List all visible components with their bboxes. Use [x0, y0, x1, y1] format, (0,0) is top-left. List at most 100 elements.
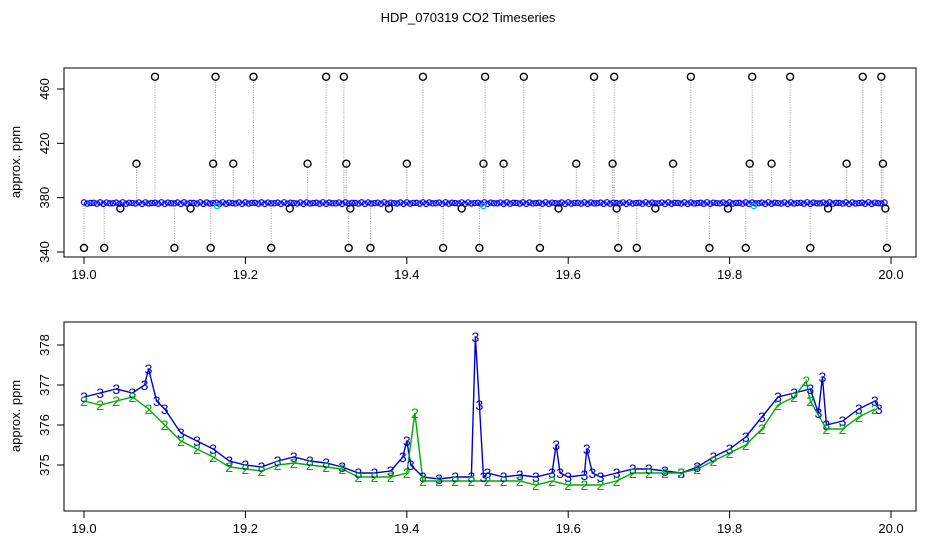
series-3-marker: 3 — [129, 385, 137, 401]
outlier-point — [609, 72, 619, 81]
baseline-point — [180, 199, 188, 206]
outlier-point — [705, 243, 714, 253]
baseline-point — [671, 199, 678, 207]
baseline-point — [697, 199, 704, 206]
baseline-point — [468, 200, 475, 207]
baseline-point — [374, 199, 381, 206]
baseline-point — [787, 199, 795, 206]
outlier-point — [614, 243, 623, 253]
outlier-point — [747, 72, 757, 81]
baseline-point — [316, 200, 323, 207]
baseline-point — [723, 200, 730, 208]
baseline-point — [303, 199, 310, 206]
upper-y-tick-label: 420 — [37, 132, 52, 154]
series-2-marker: 2 — [790, 389, 798, 405]
baseline-point — [516, 200, 523, 207]
series-2-marker: 2 — [209, 449, 217, 465]
baseline-point — [96, 199, 104, 206]
baseline-point — [652, 200, 659, 207]
baseline-point — [506, 200, 514, 207]
series-2-marker: 2 — [710, 453, 718, 469]
series-2-marker: 2 — [403, 465, 411, 481]
baseline-point — [807, 200, 814, 208]
series-3-marker: 3 — [516, 467, 524, 483]
baseline-point — [397, 199, 404, 206]
baseline-point — [416, 200, 423, 207]
baseline-point — [513, 199, 520, 207]
outlier-point — [767, 159, 776, 168]
series-3-marker: 3 — [806, 381, 814, 397]
lower-y-tick-label: 378 — [37, 334, 52, 356]
baseline-point — [532, 199, 540, 207]
series-3-marker: 3 — [476, 397, 484, 413]
baseline-point — [542, 199, 549, 206]
baseline-point — [694, 199, 701, 207]
series-2-marker: 2 — [629, 465, 637, 481]
baseline-point — [552, 199, 559, 207]
lower-y-tick-label: 375 — [37, 454, 52, 476]
outlier-point — [249, 72, 258, 81]
series-3-marker: 3 — [96, 385, 104, 401]
outlier-point — [877, 72, 886, 81]
series-3-marker: 3 — [274, 453, 282, 469]
baseline-point — [658, 199, 666, 206]
baseline-point — [858, 199, 866, 206]
series-3-marker: 3 — [407, 457, 415, 473]
outlier-point — [344, 243, 353, 253]
outlier-point — [572, 159, 581, 168]
upper-plot-frame — [63, 67, 917, 258]
baseline-point — [203, 199, 210, 206]
baseline-point — [251, 199, 259, 207]
series-3-marker: 3 — [451, 469, 459, 485]
series-3-marker: 3 — [371, 465, 379, 481]
baseline-point — [684, 200, 691, 208]
outlier-point — [858, 72, 867, 81]
baseline-point — [222, 200, 230, 207]
baseline-point — [138, 200, 146, 208]
baseline-point — [271, 200, 278, 207]
outlier-point — [339, 72, 349, 81]
series-2-marker: 2 — [274, 457, 282, 473]
baseline-point — [226, 199, 233, 206]
baseline-point — [561, 200, 569, 208]
baseline-point — [274, 199, 281, 206]
series-2-marker: 2 — [290, 455, 298, 471]
lower-x-tick-label: 20.0 — [878, 521, 903, 536]
baseline-point — [400, 200, 407, 208]
baseline-point — [442, 199, 449, 206]
baseline-point — [529, 200, 536, 207]
outlier-point — [785, 72, 795, 81]
baseline-point — [448, 199, 456, 206]
baseline-point — [290, 199, 298, 207]
series-3-marker: 3 — [613, 465, 621, 481]
series-3-marker: 3 — [242, 457, 250, 473]
series-3-marker: 3 — [500, 469, 508, 485]
outlier-point — [878, 159, 888, 168]
series-2-marker: 2 — [371, 469, 379, 485]
outlier-point — [150, 72, 160, 81]
series-3-marker: 3 — [726, 441, 734, 457]
lower-x-tick-label: 19.8 — [717, 521, 742, 536]
lower-y-axis-label: approx. ppm — [8, 380, 23, 452]
baseline-point — [364, 199, 372, 206]
series-2-marker: 2 — [258, 463, 266, 479]
outlier-point — [632, 243, 641, 253]
series-2-marker: 2 — [855, 409, 863, 425]
baseline-point — [368, 200, 375, 207]
series-3-marker: 3 — [548, 465, 556, 481]
chart-title: HDP_070319 CO2 Timeseries — [381, 10, 556, 25]
baseline-point — [639, 200, 646, 207]
baseline-point — [503, 199, 511, 206]
lower-x-tick-label: 19.0 — [71, 521, 96, 536]
baseline-point — [584, 200, 591, 208]
outlier-point — [882, 243, 892, 253]
series-2-marker: 2 — [871, 401, 879, 417]
baseline-point — [351, 199, 359, 207]
baseline-point — [690, 200, 698, 207]
baseline-point — [358, 199, 365, 206]
baseline-point — [429, 200, 436, 207]
upper-x-tick-label: 19.4 — [394, 267, 419, 282]
series-3-marker: 3 — [871, 393, 879, 409]
baseline-point — [490, 200, 498, 207]
